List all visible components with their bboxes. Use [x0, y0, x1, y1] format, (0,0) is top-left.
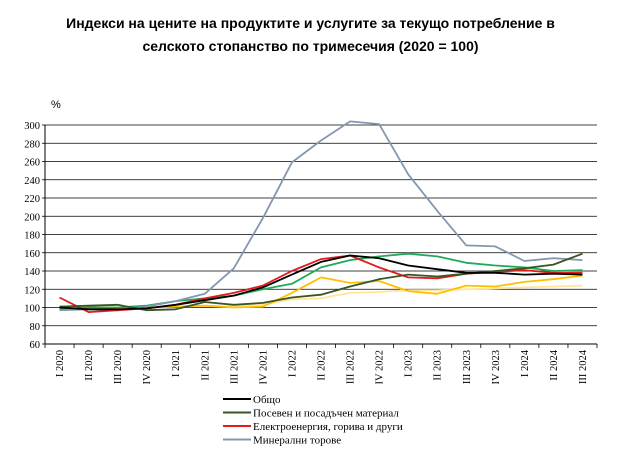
x-tick-label: III 2022	[346, 350, 357, 384]
x-tick-label: II 2021	[200, 350, 211, 381]
series-line	[59, 274, 583, 310]
x-tick-label: IV 2020	[142, 350, 153, 385]
x-tick-label: I 2023	[404, 350, 415, 377]
y-tick-label: 260	[24, 158, 40, 169]
x-tick-label: I 2020	[55, 350, 66, 377]
y-tick-label: 80	[30, 322, 41, 333]
grid-lines	[45, 124, 597, 327]
series-line	[59, 120, 583, 312]
y-tick-label: 60	[30, 340, 41, 351]
y-tick-label: 120	[24, 285, 40, 296]
x-tick-label: II 2023	[433, 350, 444, 381]
x-tick-label: IV 2022	[375, 350, 386, 385]
series-line	[59, 254, 583, 311]
x-tick-label: III 2023	[462, 350, 473, 384]
y-tick-label: 140	[24, 267, 40, 278]
y-tick-label: 200	[24, 212, 40, 223]
x-tick-label: IV 2023	[491, 350, 502, 385]
y-tick-label: 300	[24, 121, 40, 132]
x-tick-label: IV 2021	[258, 350, 269, 385]
y-tick-label: 240	[24, 176, 40, 187]
x-tick-label: III 2020	[113, 350, 124, 384]
series-line	[59, 254, 583, 314]
axes	[44, 125, 597, 345]
y-tick-label: 160	[24, 249, 40, 260]
chart-title-line-2: селското стопанство по тримесечия (2020 …	[142, 38, 479, 54]
y-tick-label: 180	[24, 231, 40, 242]
legend-label: Минерални торове	[253, 435, 341, 447]
chart-title-line-1: Индекси на цените на продуктите и услуги…	[66, 15, 555, 31]
x-tick-label: I 2021	[171, 350, 182, 377]
y-unit-label: %	[51, 99, 61, 111]
x-tick-label: III 2021	[229, 350, 240, 384]
x-tick-label: I 2022	[287, 350, 298, 377]
x-tick-label: I 2024	[520, 349, 531, 377]
y-tick-label: 100	[24, 304, 40, 315]
x-tick-label: II 2022	[317, 350, 328, 381]
x-tick-label: II 2024	[549, 349, 560, 380]
legend-label: Посевен и посадъчен материал	[253, 408, 399, 420]
legend: Общо Посевен и посадъчен материалЕлектрое…	[223, 394, 403, 447]
chart-title: Индекси на цените на продуктите и услуги…	[0, 12, 621, 58]
y-axis-ticks: 60 80 100 120 140 160 180 200 220 240 260 280 300	[24, 121, 45, 351]
x-tick-label: II 2020	[84, 350, 95, 381]
x-tick-label: III 2024	[578, 349, 589, 384]
series-lines	[59, 120, 583, 314]
y-tick-label: 280	[24, 139, 40, 150]
legend-label: Общо	[253, 394, 281, 406]
y-tick-label: 220	[24, 194, 40, 205]
series-line	[59, 252, 583, 312]
x-axis-ticks: I 2020 II 2020 III 2020 IV 2020 I 2021 II 202…	[44, 344, 598, 385]
legend-label: Електроенергия, горива и други	[253, 421, 403, 433]
